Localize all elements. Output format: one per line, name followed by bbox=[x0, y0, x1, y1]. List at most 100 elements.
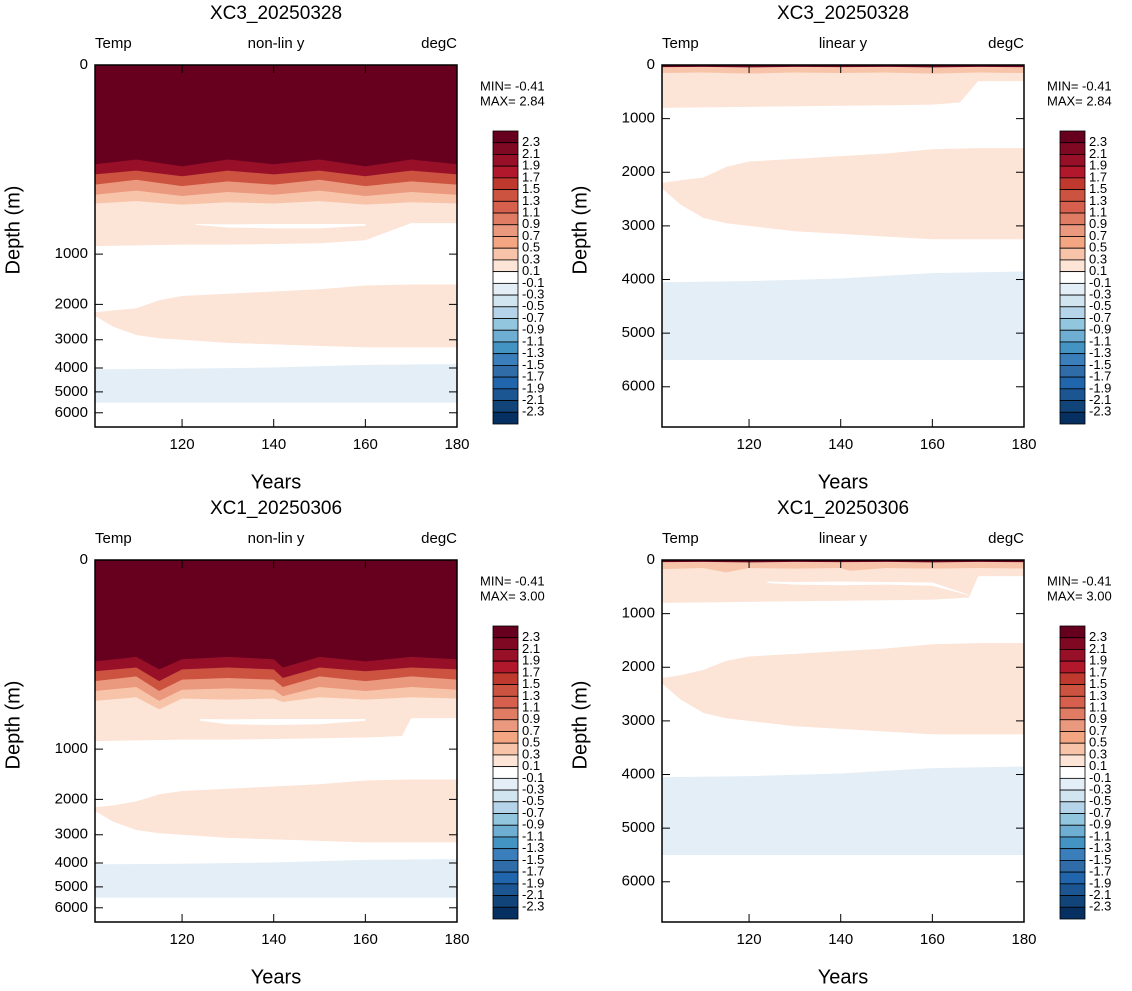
min-label: MIN= -0.41 bbox=[480, 78, 545, 93]
colorbar-label: -1.1 bbox=[1089, 333, 1111, 348]
left-label: Temp bbox=[662, 35, 699, 52]
y-tick-label: 6000 bbox=[622, 873, 655, 890]
colorbar-box bbox=[492, 707, 519, 721]
colorbar-label: 1.3 bbox=[522, 193, 540, 208]
colorbar-label: -1.9 bbox=[1089, 380, 1111, 395]
panel: XC3_20250328 Temp non-lin y degC MIN= -0.41M… bbox=[2, 3, 544, 493]
colorbar-label: -0.7 bbox=[1089, 310, 1111, 325]
colorbar-box bbox=[492, 247, 519, 261]
colorbar-box bbox=[1059, 165, 1086, 179]
contour-region bbox=[200, 718, 366, 726]
y-tick-label: 3000 bbox=[622, 712, 655, 729]
colorbar-box bbox=[492, 660, 519, 674]
colorbar-label: -0.3 bbox=[1089, 287, 1111, 302]
colorbar-box bbox=[1059, 695, 1086, 709]
colorbar-box bbox=[492, 777, 519, 791]
y-tick-label: 3000 bbox=[55, 826, 88, 843]
colorbar-box bbox=[1059, 271, 1086, 284]
field bbox=[95, 560, 457, 898]
right-label: degC bbox=[988, 530, 1024, 547]
y-tick-label: 2000 bbox=[55, 790, 88, 807]
colorbar-box bbox=[492, 649, 519, 662]
y-tick-label: 6000 bbox=[55, 899, 88, 916]
colorbar-label: -0.7 bbox=[1089, 805, 1111, 820]
colorbar-box bbox=[492, 236, 519, 249]
colorbar-label: 1.9 bbox=[522, 653, 540, 668]
y-tick-label: 1000 bbox=[622, 110, 655, 127]
colorbar-label: -1.5 bbox=[1089, 357, 1111, 372]
center-label: non-lin y bbox=[248, 35, 305, 52]
x-tick-label: 120 bbox=[737, 931, 762, 948]
colorbar-box bbox=[1059, 649, 1086, 662]
colorbar-label: 0.1 bbox=[522, 263, 540, 278]
contour-region bbox=[662, 271, 1024, 360]
y-tick-label: 5000 bbox=[622, 819, 655, 836]
colorbar-box bbox=[1059, 411, 1086, 425]
colorbar-box bbox=[492, 318, 519, 331]
center-label: linear y bbox=[819, 35, 868, 52]
colorbar-label: 0.5 bbox=[522, 735, 540, 750]
colorbar-box bbox=[1059, 130, 1086, 144]
colorbar-label: 1.3 bbox=[1089, 193, 1107, 208]
colorbar-box bbox=[492, 836, 519, 850]
colorbar-box bbox=[1059, 731, 1086, 744]
y-tick-label: 0 bbox=[80, 551, 88, 568]
colorbar-label: 0.3 bbox=[522, 251, 540, 266]
colorbar-box bbox=[1059, 801, 1086, 814]
colorbar-label: -0.9 bbox=[522, 817, 544, 832]
colorbar-label: -0.9 bbox=[1089, 322, 1111, 337]
field bbox=[662, 560, 1024, 855]
colorbar-box bbox=[492, 353, 519, 366]
colorbar-label: 0.5 bbox=[1089, 735, 1107, 750]
colorbar-label: 1.1 bbox=[522, 699, 540, 714]
colorbar-box bbox=[492, 684, 519, 697]
x-tick-label: 160 bbox=[920, 931, 945, 948]
colorbar-box bbox=[1059, 341, 1086, 355]
colorbar-label: 0.1 bbox=[522, 758, 540, 773]
colorbar-label: 0.5 bbox=[1089, 240, 1107, 255]
min-label: MIN= -0.41 bbox=[1047, 78, 1112, 93]
contour-region bbox=[662, 560, 1024, 573]
colorbar-label: 0.3 bbox=[1089, 251, 1107, 266]
colorbar-label: -1.5 bbox=[522, 357, 544, 372]
left-label: Temp bbox=[662, 530, 699, 547]
max-label: MAX= 2.84 bbox=[480, 93, 545, 108]
colorbar-label: -0.5 bbox=[1089, 298, 1111, 313]
min-label: MIN= -0.41 bbox=[1047, 573, 1112, 588]
colorbar-label: -1.3 bbox=[1089, 345, 1111, 360]
colorbar-box bbox=[1059, 860, 1086, 873]
colorbar-box bbox=[492, 165, 519, 179]
colorbar-label: 1.1 bbox=[522, 204, 540, 219]
colorbar-box bbox=[1059, 766, 1086, 779]
colorbar-box bbox=[492, 154, 519, 167]
colorbar-box bbox=[492, 329, 519, 343]
x-tick-label: 120 bbox=[170, 931, 195, 948]
colorbar-box bbox=[492, 142, 519, 155]
max-label: MAX= 3.00 bbox=[1047, 588, 1112, 603]
x-tick-label: 180 bbox=[1011, 931, 1036, 948]
contour-region bbox=[662, 643, 1024, 735]
colorbar-box bbox=[492, 294, 519, 308]
colorbar-label: 1.5 bbox=[1089, 676, 1107, 691]
plot-frame bbox=[661, 559, 1025, 923]
colorbar-label: 0.9 bbox=[1089, 711, 1107, 726]
x-axis-label: Years bbox=[818, 966, 868, 988]
x-tick-label: 180 bbox=[1011, 436, 1036, 453]
colorbar-label: -1.7 bbox=[522, 369, 544, 384]
colorbar-label: -1.7 bbox=[522, 864, 544, 879]
colorbar-label: 0.1 bbox=[1089, 263, 1107, 278]
contour-region bbox=[195, 223, 366, 229]
colorbar-box bbox=[492, 695, 519, 709]
colorbar-box bbox=[1059, 329, 1086, 343]
colorbar-box bbox=[492, 906, 519, 920]
colorbar-label: -1.1 bbox=[1089, 828, 1111, 843]
colorbar-box bbox=[492, 860, 519, 873]
x-tick-label: 180 bbox=[444, 436, 469, 453]
colorbar-box bbox=[492, 177, 519, 191]
colorbar-box bbox=[492, 224, 519, 237]
y-tick-label: 5000 bbox=[622, 324, 655, 341]
colorbar-box bbox=[492, 719, 519, 732]
colorbar-label: 1.7 bbox=[1089, 169, 1107, 184]
colorbar-label: 2.1 bbox=[1089, 146, 1107, 161]
center-label: non-lin y bbox=[248, 530, 305, 547]
